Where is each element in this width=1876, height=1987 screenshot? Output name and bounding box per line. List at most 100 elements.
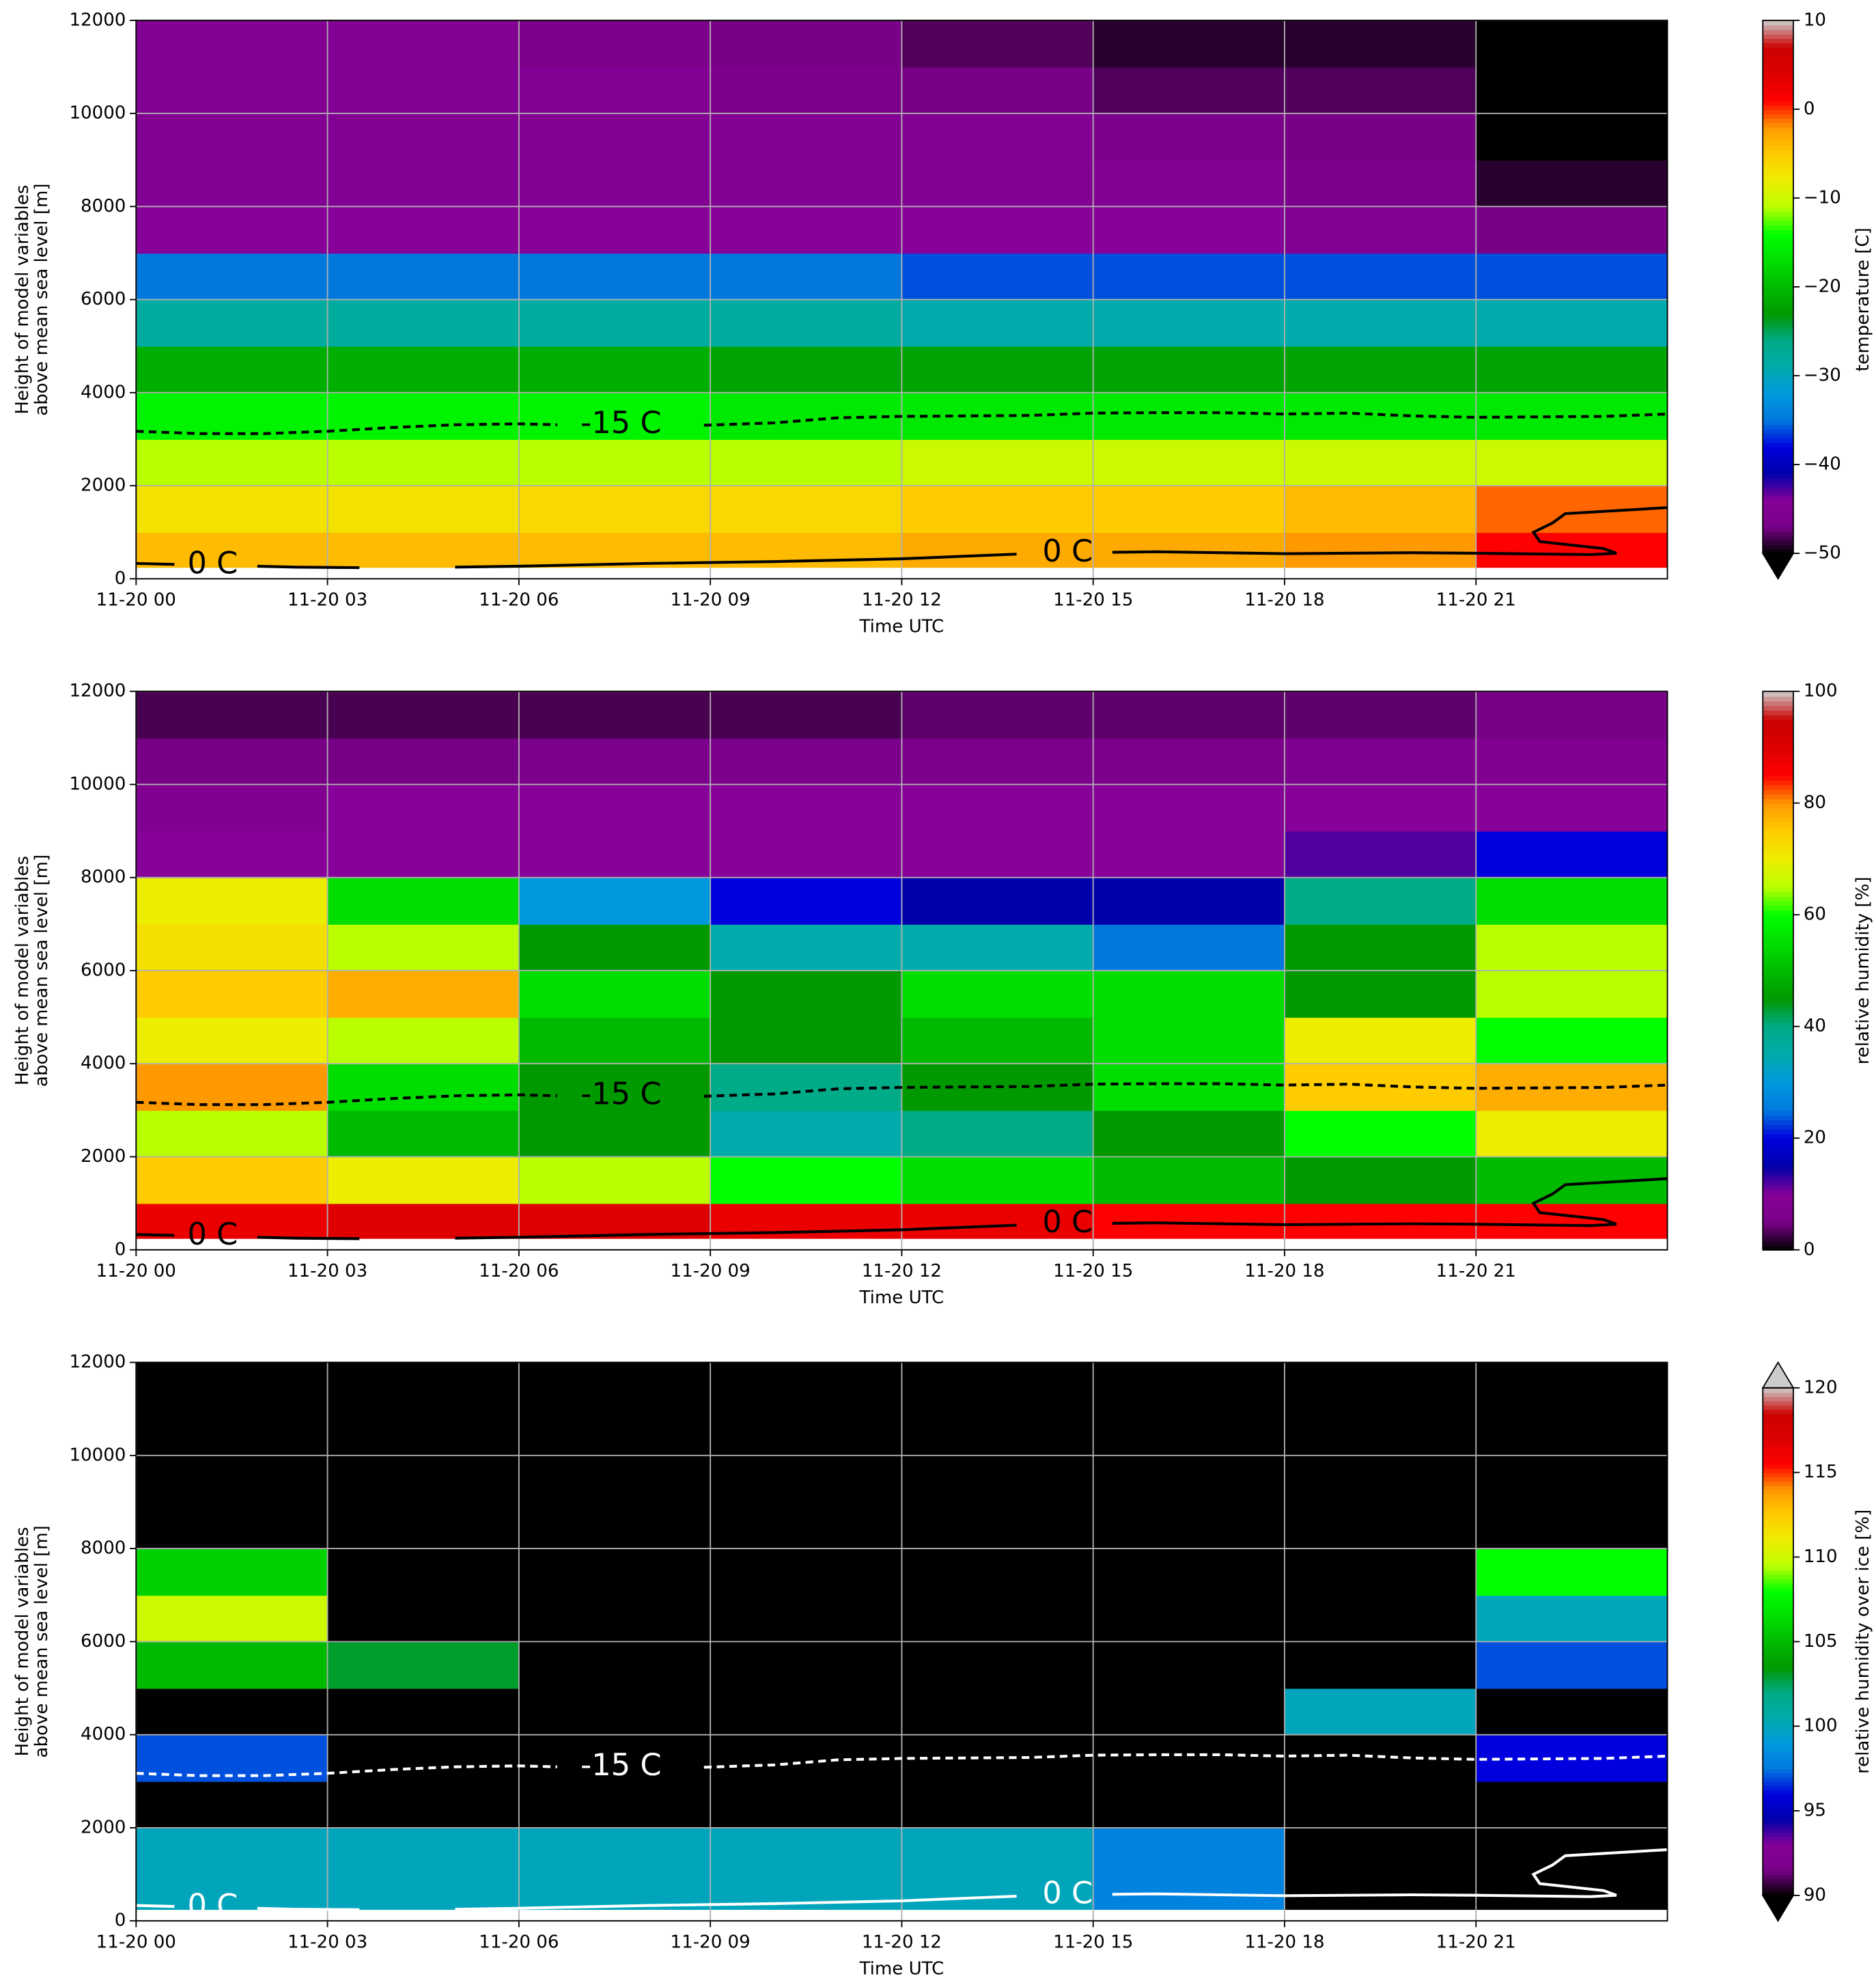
colorbar-swatch bbox=[1763, 33, 1793, 39]
heat-cell bbox=[518, 1548, 712, 1596]
colorbar-swatch bbox=[1763, 331, 1793, 337]
colorbar-swatch bbox=[1763, 975, 1793, 981]
colorbar-swatch bbox=[1763, 1641, 1793, 1647]
y-tick-label: 2000 bbox=[81, 475, 126, 496]
colorbar-swatch bbox=[1763, 1523, 1793, 1529]
y-tick-label: 6000 bbox=[81, 289, 126, 309]
colorbar-swatch bbox=[1763, 835, 1793, 842]
heat-cell bbox=[327, 831, 520, 878]
colorbar-swatch bbox=[1763, 1518, 1793, 1525]
colorbar-swatch bbox=[1763, 29, 1793, 35]
colorbar-swatch bbox=[1763, 817, 1793, 823]
heat-cell bbox=[327, 1501, 520, 1550]
x-tick-label: 11-20 12 bbox=[862, 1932, 942, 1952]
colorbar-swatch bbox=[1763, 251, 1793, 257]
x-tick-label: 11-20 09 bbox=[671, 1932, 751, 1952]
heat-cell bbox=[1284, 1874, 1477, 1910]
heat-cell bbox=[901, 1501, 1094, 1550]
colorbar-swatch bbox=[1763, 1119, 1793, 1125]
colorbar-swatch bbox=[1763, 989, 1793, 995]
colorbar-swatch bbox=[1763, 500, 1793, 505]
colorbar-swatch bbox=[1763, 1544, 1793, 1550]
heat-cell bbox=[518, 1688, 712, 1736]
colorbar-extend bbox=[1761, 1894, 1795, 1922]
colorbar-swatch bbox=[1763, 1663, 1793, 1668]
heat-cell bbox=[710, 1455, 903, 1503]
x-tick-label: 11-20 03 bbox=[288, 1932, 367, 1952]
colorbar-swatch bbox=[1763, 747, 1793, 753]
colorbar-swatch bbox=[1763, 1536, 1793, 1541]
heat-cell bbox=[518, 66, 712, 114]
heat-cell bbox=[710, 1408, 903, 1456]
colorbar-swatch bbox=[1763, 1832, 1793, 1837]
heat-cell bbox=[327, 1688, 520, 1736]
colorbar-swatch bbox=[1763, 398, 1793, 404]
colorbar-swatch bbox=[1763, 1671, 1793, 1677]
colorbar-swatch bbox=[1763, 1400, 1793, 1406]
heat-cell bbox=[901, 66, 1094, 114]
colorbar-swatch bbox=[1763, 1874, 1793, 1880]
colorbar-tick-label: 20 bbox=[1804, 1128, 1826, 1148]
colorbar-swatch bbox=[1763, 1561, 1793, 1567]
colorbar-swatch bbox=[1763, 1848, 1793, 1854]
heat-cell bbox=[136, 20, 328, 68]
colorbar-swatch bbox=[1763, 1806, 1793, 1812]
colorbar-swatch bbox=[1763, 928, 1793, 934]
colorbar-swatch bbox=[1763, 882, 1793, 888]
heat-cell bbox=[1476, 299, 1668, 347]
heat-cell bbox=[1476, 738, 1668, 786]
colorbar-swatch bbox=[1763, 998, 1793, 1004]
colorbar-swatch bbox=[1763, 751, 1793, 758]
plot-frame bbox=[135, 691, 1668, 1251]
heat-cell bbox=[901, 877, 1094, 925]
colorbar-tick-label: −10 bbox=[1804, 187, 1841, 208]
heat-cell bbox=[710, 1688, 903, 1736]
colorbar-swatch bbox=[1763, 126, 1793, 133]
colorbar-tick-label: 10 bbox=[1804, 10, 1826, 30]
heat-cell bbox=[136, 877, 328, 925]
colorbar-swatch bbox=[1763, 1514, 1793, 1520]
heat-cell bbox=[1284, 160, 1477, 208]
heat-cell bbox=[327, 1203, 520, 1239]
y-tick-label: 0 bbox=[115, 1910, 126, 1931]
heat-cell bbox=[1284, 66, 1477, 114]
colorbar-swatch bbox=[1763, 504, 1793, 510]
colorbar-swatch bbox=[1763, 1413, 1793, 1419]
colorbar-swatch bbox=[1763, 933, 1793, 939]
heat-cell bbox=[518, 20, 712, 68]
colorbar-swatch bbox=[1763, 710, 1793, 716]
heat-cell bbox=[136, 691, 328, 739]
colorbar-swatch bbox=[1763, 1404, 1793, 1410]
colorbar-swatch bbox=[1763, 1815, 1793, 1820]
heat-cell bbox=[136, 831, 328, 878]
heat-cell bbox=[1284, 1501, 1477, 1550]
heat-cell bbox=[327, 1641, 520, 1689]
colorbar-swatch bbox=[1763, 1819, 1793, 1824]
colorbar-tick-label: −40 bbox=[1804, 454, 1841, 475]
colorbar-swatch bbox=[1763, 224, 1793, 230]
colorbar-swatch bbox=[1763, 1531, 1793, 1537]
y-tick-label: 2000 bbox=[81, 1146, 126, 1167]
colorbar-swatch bbox=[1763, 1747, 1793, 1753]
colorbar-tick-label: 115 bbox=[1804, 1462, 1838, 1482]
y-tick-label: 8000 bbox=[81, 867, 126, 887]
colorbar-swatch bbox=[1763, 464, 1793, 470]
heat-cell bbox=[901, 1455, 1094, 1503]
colorbar-swatch bbox=[1763, 1194, 1793, 1199]
colorbar-swatch bbox=[1763, 1392, 1793, 1398]
colorbar-swatch bbox=[1763, 389, 1793, 395]
colorbar-swatch bbox=[1763, 943, 1793, 949]
heat-cell bbox=[1093, 1501, 1285, 1550]
colorbar-swatch bbox=[1763, 1760, 1793, 1766]
colorbar-swatch bbox=[1763, 144, 1793, 150]
colorbar-swatch bbox=[1763, 424, 1793, 430]
colorbar-tick-label: 80 bbox=[1804, 792, 1826, 813]
colorbar-swatch bbox=[1763, 1231, 1793, 1237]
colorbar-swatch bbox=[1763, 1790, 1793, 1795]
colorbar-swatch bbox=[1763, 1675, 1793, 1681]
colorbar-swatch bbox=[1763, 994, 1793, 999]
heat-cell bbox=[710, 253, 903, 301]
heat-cell bbox=[327, 691, 520, 739]
heat-cell bbox=[518, 1017, 712, 1065]
heat-cell bbox=[518, 877, 712, 925]
